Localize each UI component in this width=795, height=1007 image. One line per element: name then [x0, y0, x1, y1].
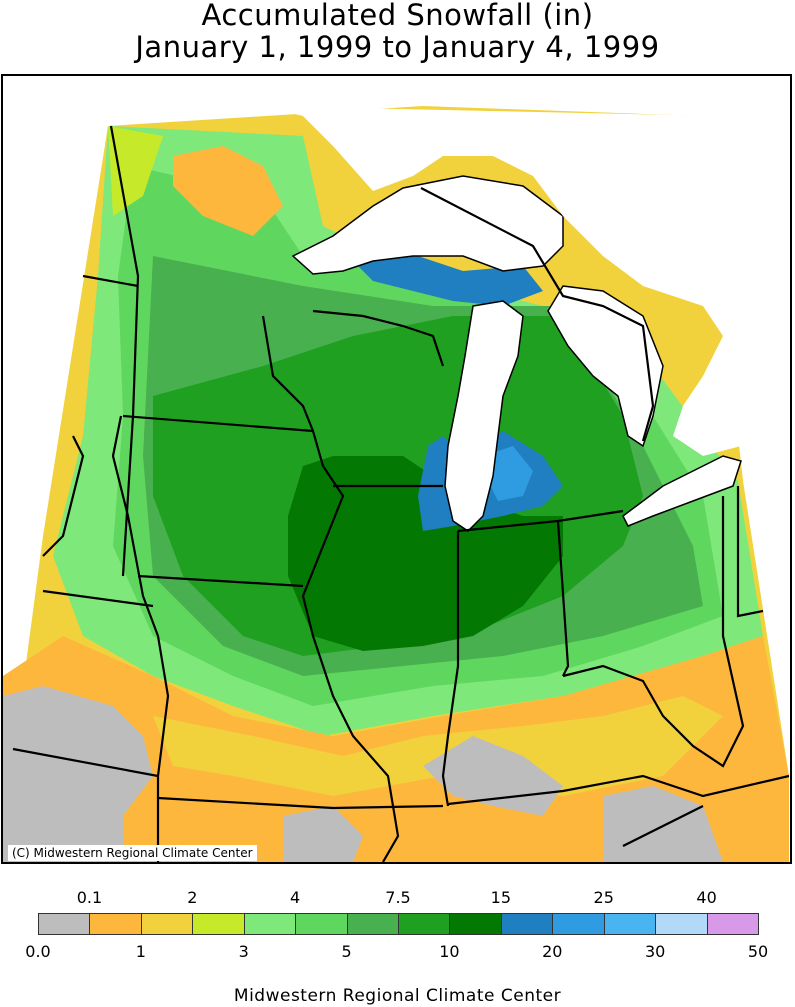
snow-band-1-2-north [173, 146, 283, 236]
legend-swatch [655, 913, 708, 935]
legend-label-top: 2 [187, 888, 198, 907]
legend-swatch [603, 913, 657, 935]
legend-swatch [500, 913, 554, 935]
legend-swatch [243, 913, 297, 935]
legend-swatch [706, 913, 759, 935]
snow-band-trace-west [3, 686, 153, 862]
snow-band-trace-south2 [283, 806, 363, 862]
legend-label-bottom: 30 [644, 942, 666, 961]
lake-superior [291, 175, 564, 275]
legend-label-bottom: 1 [135, 942, 146, 961]
copyright-label: (C) Midwestern Regional Climate Center [8, 845, 257, 861]
legend-label-bottom: 10 [439, 942, 460, 961]
legend-swatch [89, 913, 142, 935]
lake-erie [622, 455, 742, 527]
lake-michigan [444, 300, 524, 532]
legend-swatch [398, 913, 451, 935]
footer-credit: Midwestern Regional Climate Center [233, 986, 562, 1006]
map-date-range: January 1, 1999 to January 4, 1999 [135, 30, 660, 64]
legend-swatch [192, 913, 245, 935]
legend-swatch [552, 913, 605, 935]
legend-label-top: 40 [696, 888, 717, 907]
legend-swatch [449, 913, 502, 935]
legend-swatch [140, 913, 194, 935]
legend-swatch [295, 913, 348, 935]
color-legend [38, 913, 759, 937]
legend-swatch [38, 913, 91, 935]
legend-swatch [346, 913, 399, 935]
snow-band-15-20-north [353, 251, 543, 306]
legend-label-bottom: 0.0 [25, 942, 51, 961]
snow-band-1-2-south [153, 696, 723, 796]
legend-label-bottom: 20 [542, 942, 563, 961]
snow-band-10-15 [288, 456, 563, 651]
snowfall-map [1, 74, 792, 864]
legend-label-top: 15 [490, 888, 512, 907]
legend-label-top: 25 [593, 888, 614, 907]
snow-band-trace-se [603, 786, 723, 862]
map-canvas [3, 106, 790, 862]
snow-band-2-3-north [108, 126, 163, 216]
state-borders [12, 125, 790, 862]
canada-region [263, 106, 741, 456]
legend-label-bottom: 3 [238, 942, 249, 961]
legend-label-bottom: 5 [341, 942, 352, 961]
legend-label-top: 4 [290, 888, 301, 907]
legend-label-top: 7.5 [385, 888, 411, 907]
map-title: Accumulated Snowfall (in) [201, 0, 594, 32]
legend-label-bottom: 50 [747, 942, 769, 961]
legend-label-top: 0.1 [76, 888, 103, 907]
lake-huron [547, 285, 664, 448]
